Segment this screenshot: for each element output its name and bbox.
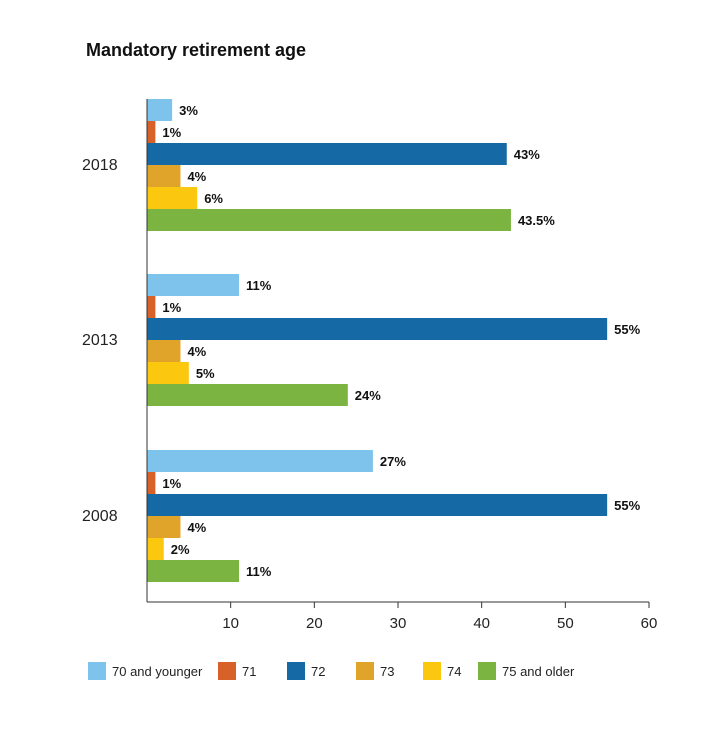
data-label-2008-74: 2%: [171, 542, 190, 557]
legend-swatch-70-and-younger: [88, 662, 106, 680]
legend-label-75-and-older: 75 and older: [502, 664, 575, 679]
data-label-2013-74: 5%: [196, 366, 215, 381]
legend-swatch-73: [356, 662, 374, 680]
bar-2008-74: [147, 538, 164, 560]
bar-2018-70-and-younger: [147, 99, 173, 121]
data-label-2013-70-and-younger: 11%: [246, 278, 272, 293]
legend-label-73: 73: [380, 664, 394, 679]
data-label-2013-71: 1%: [162, 300, 181, 315]
bar-2013-75-and-older: [147, 384, 348, 406]
x-tick-label-10: 10: [222, 615, 239, 632]
chart-title: Mandatory retirement age: [86, 40, 307, 60]
data-label-2008-72: 55%: [614, 498, 640, 513]
x-tick-label-60: 60: [641, 615, 658, 632]
x-tick-label-40: 40: [473, 615, 490, 632]
data-label-2013-75-and-older: 24%: [355, 388, 381, 403]
legend-swatch-71: [218, 662, 236, 680]
bar-2018-73: [147, 165, 181, 187]
x-tick-label-50: 50: [557, 615, 574, 632]
data-label-2013-73: 4%: [187, 344, 206, 359]
bar-2008-75-and-older: [147, 560, 240, 582]
legend-swatch-72: [287, 662, 305, 680]
bar-2013-70-and-younger: [147, 274, 240, 296]
legend-label-74: 74: [447, 664, 461, 679]
data-label-2018-71: 1%: [162, 125, 181, 140]
legend-swatch-75-and-older: [478, 662, 496, 680]
data-label-2018-72: 43%: [514, 147, 540, 162]
bar-2018-71: [147, 121, 156, 143]
data-label-2008-73: 4%: [187, 520, 206, 535]
bar-2008-73: [147, 516, 181, 538]
category-label-2018: 2018: [82, 157, 118, 174]
x-tick-label-20: 20: [306, 615, 323, 632]
bar-2018-74: [147, 187, 198, 209]
legend-label-72: 72: [311, 664, 325, 679]
data-label-2018-73: 4%: [187, 169, 206, 184]
legend-swatch-74: [423, 662, 441, 680]
bar-2013-72: [147, 318, 608, 340]
bar-2008-72: [147, 494, 608, 516]
legend-label-71: 71: [242, 664, 256, 679]
bar-2008-71: [147, 472, 156, 494]
category-label-2008: 2008: [82, 508, 118, 525]
data-label-2013-72: 55%: [614, 322, 640, 337]
data-label-2008-71: 1%: [162, 476, 181, 491]
bar-2008-70-and-younger: [147, 450, 373, 472]
bar-2018-72: [147, 143, 507, 165]
data-label-2008-75-and-older: 11%: [246, 564, 272, 579]
bar-2013-73: [147, 340, 181, 362]
data-label-2018-70-and-younger: 3%: [179, 103, 198, 118]
bar-2018-75-and-older: [147, 209, 511, 231]
data-label-2018-74: 6%: [204, 191, 223, 206]
data-label-2018-75-and-older: 43.5%: [518, 213, 555, 228]
x-tick-label-30: 30: [390, 615, 407, 632]
data-label-2008-70-and-younger: 27%: [380, 454, 406, 469]
bar-2013-74: [147, 362, 189, 384]
category-label-2013: 2013: [82, 332, 118, 349]
legend-label-70-and-younger: 70 and younger: [112, 664, 203, 679]
bar-2013-71: [147, 296, 156, 318]
